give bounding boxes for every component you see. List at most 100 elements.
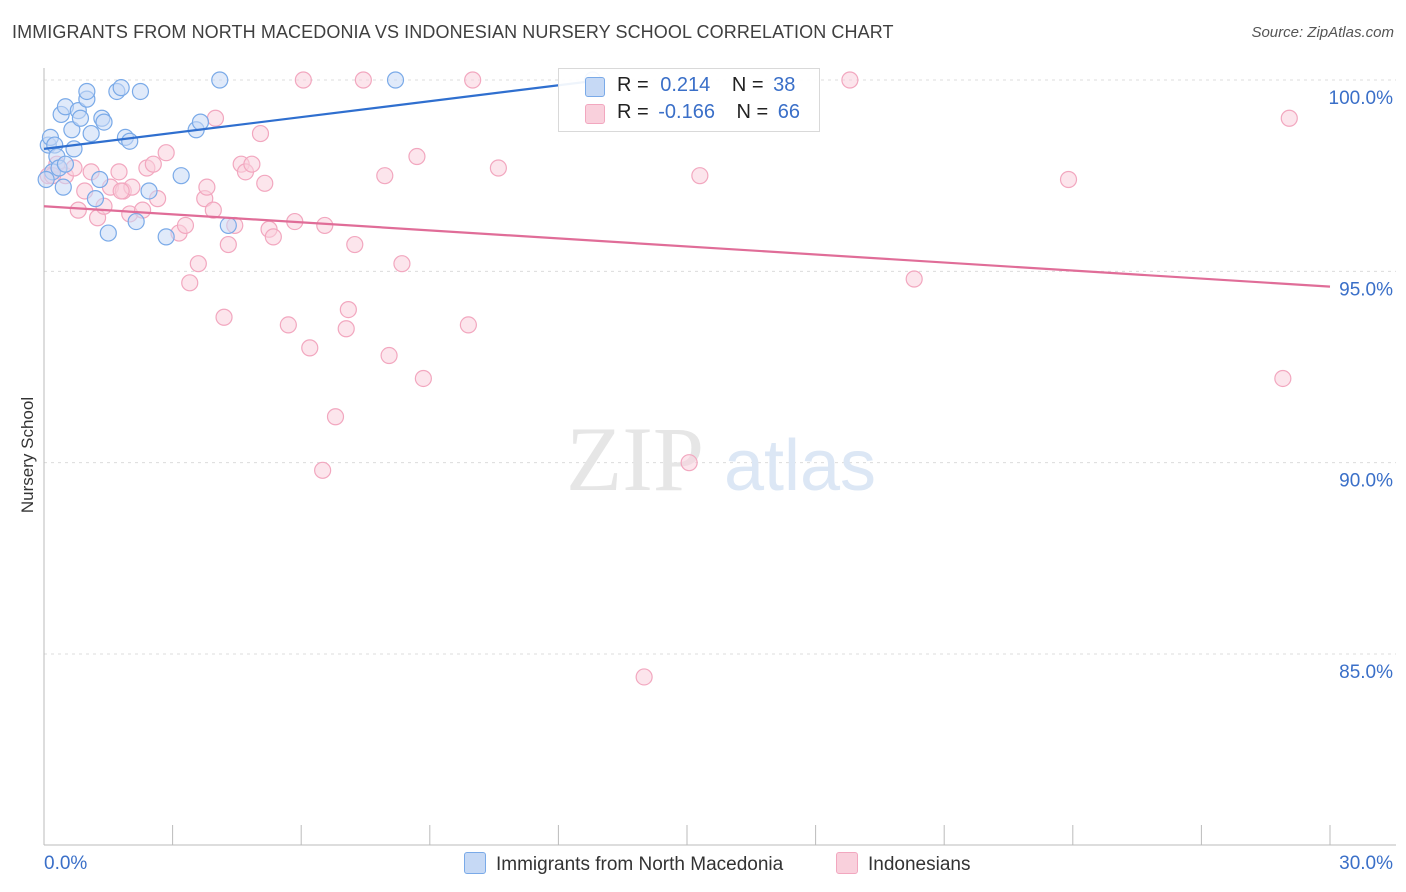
chart-title: IMMIGRANTS FROM NORTH MACEDONIA VS INDON… — [12, 22, 894, 42]
point-indonesians-28 — [219, 235, 237, 254]
point-indonesians-26 — [206, 109, 225, 127]
point-indonesians-32 — [243, 155, 261, 173]
point-indonesians-34 — [256, 174, 274, 192]
trend-lines — [43, 78, 1331, 288]
point-macedonia-16 — [86, 190, 105, 208]
point-indonesians-47 — [354, 71, 372, 89]
legend-n-value-2: 66 — [777, 101, 801, 123]
point-macedonia-34 — [386, 71, 405, 89]
point-macedonia-15 — [82, 124, 100, 143]
point-indonesians-40 — [301, 339, 319, 357]
point-macedonia-28 — [157, 228, 175, 246]
legend-n-label-1: N = — [731, 74, 764, 96]
bottom-legend-macedonia: Immigrants from North Macedonia — [464, 852, 783, 876]
point-indonesians-16 — [144, 155, 162, 173]
point-macedonia-24 — [121, 132, 139, 150]
legend-swatch-indonesians — [585, 104, 605, 124]
point-indonesians-45 — [339, 301, 357, 319]
point-indonesians-24 — [198, 178, 216, 196]
point-indonesians-63 — [1280, 109, 1298, 127]
point-macedonia-22 — [112, 79, 130, 97]
legend-swatch-macedonia — [585, 77, 605, 97]
point-indonesians-42 — [316, 216, 334, 235]
legend-r-value-2: -0.166 — [658, 101, 715, 123]
point-indonesians-18 — [157, 144, 175, 162]
x-tick-label-max: 30.0% — [1339, 853, 1393, 874]
y-tick-label-0: 85.0% — [1339, 662, 1393, 683]
point-indonesians-37 — [279, 316, 297, 334]
point-indonesians-44 — [337, 320, 355, 338]
point-indonesians-27 — [215, 308, 233, 326]
watermark-atlas: atlas — [724, 426, 876, 506]
point-indonesians-65 — [112, 182, 130, 200]
point-macedonia-33 — [219, 216, 237, 235]
point-indonesians-60 — [905, 270, 923, 288]
bottom-legend-swatch-macedonia — [464, 852, 486, 874]
point-indonesians-46 — [346, 235, 364, 254]
trend-line-indonesians — [43, 205, 1331, 288]
point-indonesians-20 — [176, 216, 195, 235]
watermark: ZIP atlas — [566, 408, 876, 510]
point-indonesians-54 — [464, 71, 482, 89]
point-macedonia-12 — [71, 109, 90, 127]
point-macedonia-17 — [91, 170, 109, 189]
axes — [43, 68, 1396, 846]
x-tick-label-min: 0.0% — [44, 853, 87, 874]
y-tick-labels: 85.0% 90.0% 95.0% 100.0% — [1329, 88, 1394, 683]
point-indonesians-43 — [326, 408, 345, 426]
y-tick-label-1: 90.0% — [1339, 471, 1393, 492]
trend-line-macedonia — [43, 78, 602, 150]
point-indonesians-51 — [408, 147, 426, 166]
gridlines — [44, 79, 1396, 655]
point-indonesians-49 — [380, 346, 398, 365]
point-indonesians-39 — [294, 71, 312, 89]
indonesians-points — [39, 71, 1298, 686]
point-indonesians-4 — [69, 201, 87, 219]
correlation-legend: R = 0.214 N = 38 R = -0.166 N = 66 — [558, 68, 820, 132]
point-macedonia-19 — [95, 113, 113, 131]
legend-r-label-1: R = — [617, 74, 649, 96]
point-macedonia-26 — [131, 82, 150, 101]
point-indonesians-55 — [489, 159, 507, 177]
legend-r-label-2: R = — [617, 101, 649, 123]
point-indonesians-59 — [841, 71, 859, 89]
point-macedonia-8 — [56, 155, 75, 173]
point-macedonia-27 — [140, 182, 158, 200]
point-macedonia-14 — [78, 82, 96, 101]
point-indonesians-21 — [181, 274, 199, 292]
point-indonesians-56 — [635, 668, 653, 686]
watermark-zip: ZIP — [566, 408, 704, 510]
bottom-legend-indonesians: Indonesians — [836, 852, 970, 876]
point-macedonia-10 — [65, 140, 83, 158]
bottom-legend-swatch-indonesians — [836, 852, 858, 874]
y-tick-label-2: 95.0% — [1339, 279, 1393, 300]
legend-r-value-1: 0.214 — [660, 74, 711, 96]
legend-n-value-1: 38 — [773, 74, 796, 96]
legend-n-label-2: N = — [736, 101, 769, 123]
point-macedonia-29 — [172, 167, 190, 185]
x-tick-labels: 0.0% 30.0% — [44, 853, 1393, 874]
bottom-legend-label-macedonia: Immigrants from North Macedonia — [496, 854, 784, 875]
y-tick-label-3: 100.0% — [1329, 88, 1394, 109]
point-macedonia-9 — [63, 121, 81, 139]
point-indonesians-48 — [376, 167, 394, 185]
point-indonesians-25 — [204, 201, 222, 219]
point-indonesians-41 — [314, 461, 332, 479]
point-macedonia-37 — [54, 178, 72, 196]
point-macedonia-20 — [99, 224, 117, 242]
point-indonesians-33 — [251, 124, 270, 143]
point-indonesians-62 — [1274, 369, 1292, 388]
chart-source: Source: ZipAtlas.com — [1251, 24, 1394, 41]
point-indonesians-58 — [691, 167, 709, 185]
point-macedonia-32 — [211, 71, 229, 89]
point-indonesians-57 — [680, 454, 698, 472]
point-indonesians-50 — [393, 255, 411, 273]
point-indonesians-22 — [189, 255, 207, 273]
point-indonesians-10 — [110, 163, 128, 181]
point-indonesians-53 — [459, 316, 477, 334]
point-macedonia-31 — [191, 113, 210, 131]
point-indonesians-36 — [264, 228, 282, 246]
point-macedonia-25 — [127, 212, 145, 231]
point-macedonia-36 — [37, 170, 55, 189]
